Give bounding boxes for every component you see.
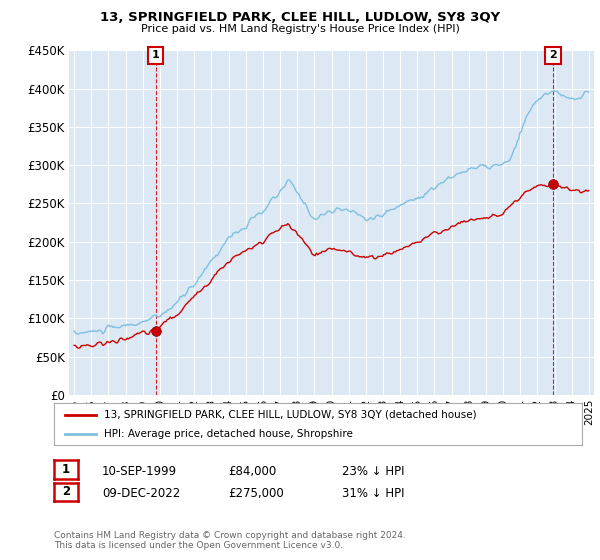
Text: £84,000: £84,000	[228, 465, 276, 478]
Text: 2: 2	[549, 50, 557, 60]
Text: £275,000: £275,000	[228, 487, 284, 501]
Text: 31% ↓ HPI: 31% ↓ HPI	[342, 487, 404, 501]
Text: HPI: Average price, detached house, Shropshire: HPI: Average price, detached house, Shro…	[104, 429, 353, 439]
Text: 13, SPRINGFIELD PARK, CLEE HILL, LUDLOW, SY8 3QY: 13, SPRINGFIELD PARK, CLEE HILL, LUDLOW,…	[100, 11, 500, 24]
Text: 10-SEP-1999: 10-SEP-1999	[102, 465, 177, 478]
Text: 13, SPRINGFIELD PARK, CLEE HILL, LUDLOW, SY8 3QY (detached house): 13, SPRINGFIELD PARK, CLEE HILL, LUDLOW,…	[104, 409, 477, 419]
Text: 09-DEC-2022: 09-DEC-2022	[102, 487, 180, 501]
Text: 2: 2	[62, 486, 70, 498]
Text: Contains HM Land Registry data © Crown copyright and database right 2024.
This d: Contains HM Land Registry data © Crown c…	[54, 530, 406, 550]
Text: Price paid vs. HM Land Registry's House Price Index (HPI): Price paid vs. HM Land Registry's House …	[140, 24, 460, 34]
Text: 23% ↓ HPI: 23% ↓ HPI	[342, 465, 404, 478]
Text: 1: 1	[152, 50, 160, 60]
Text: 1: 1	[62, 463, 70, 476]
